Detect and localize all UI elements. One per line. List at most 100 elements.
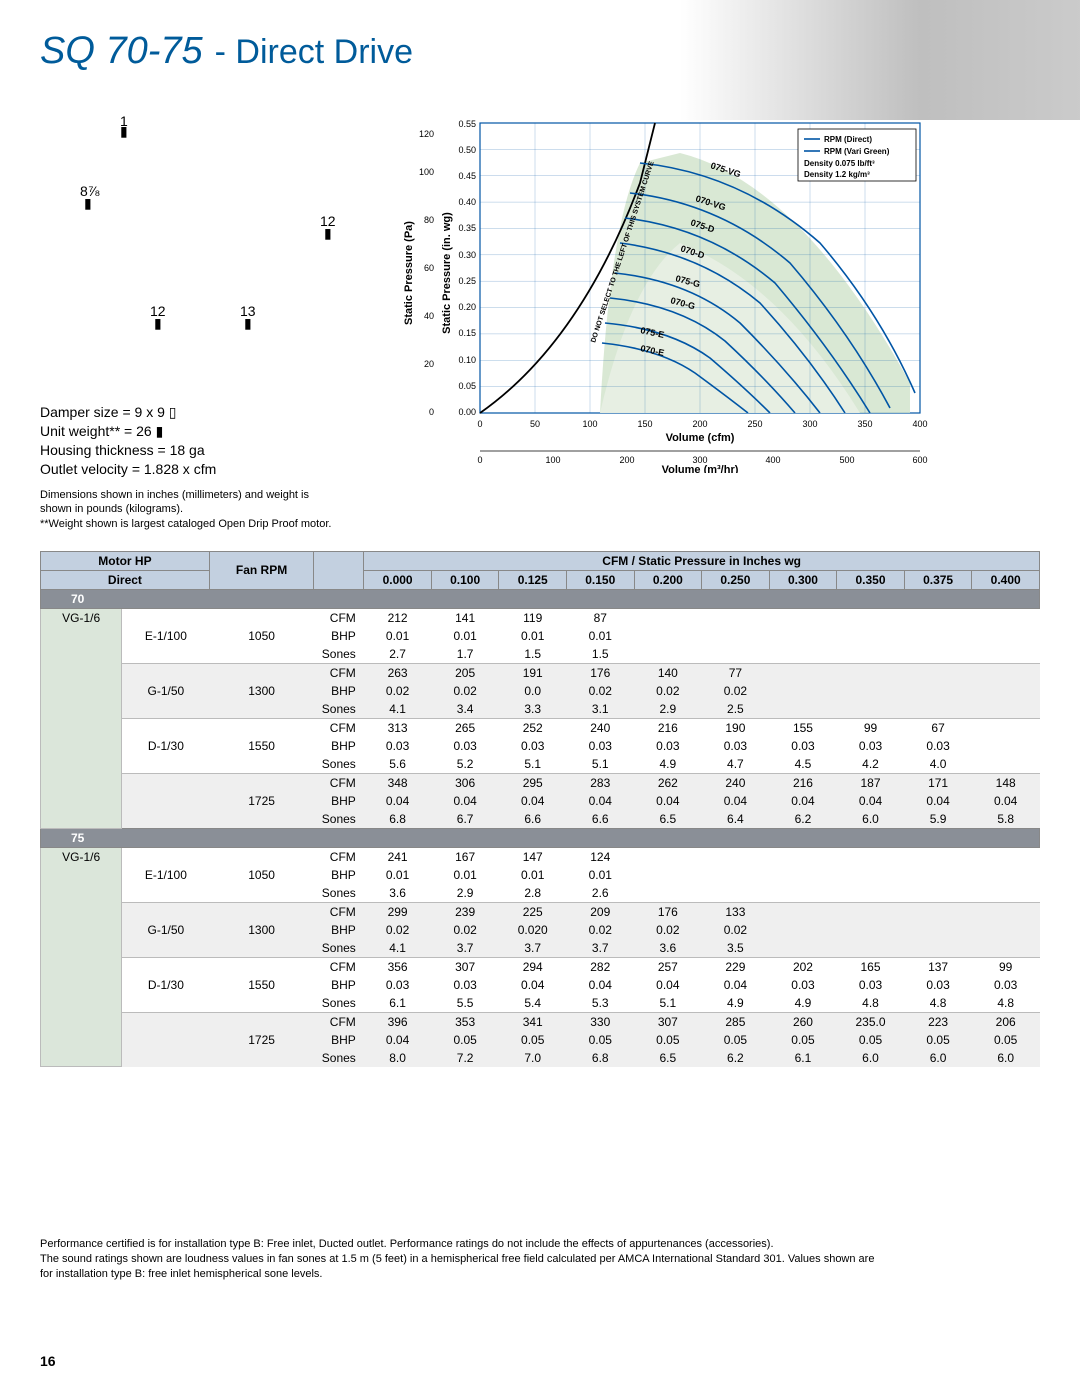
data-cell: [702, 847, 770, 866]
data-cell: [904, 627, 972, 645]
data-cell: 262: [634, 773, 702, 792]
data-cell: [769, 645, 837, 664]
data-cell: 330: [566, 1012, 634, 1031]
data-cell: 6.5: [634, 810, 702, 829]
footnote-2: The sound ratings shown are loudness val…: [40, 1252, 1040, 1267]
data-cell: [634, 645, 702, 664]
data-cell: [837, 608, 905, 627]
footnote-1: Performance certified is for installatio…: [40, 1237, 1040, 1252]
svg-text:0.30: 0.30: [458, 250, 476, 260]
data-cell: 5.2: [431, 755, 499, 774]
svg-text:0.05: 0.05: [458, 381, 476, 391]
data-cell: 282: [566, 957, 634, 976]
data-cell: 119: [499, 608, 567, 627]
rpm-cell: 1550: [209, 718, 313, 773]
motor-cell: E-1/100: [122, 608, 209, 663]
data-cell: [972, 627, 1040, 645]
metric-name: Sones: [314, 994, 364, 1013]
data-cell: 0.05: [566, 1031, 634, 1049]
data-cell: 4.8: [904, 994, 972, 1013]
data-cell: 0.04: [634, 792, 702, 810]
data-cell: 0.01: [431, 627, 499, 645]
data-cell: 4.9: [634, 755, 702, 774]
data-cell: 229: [702, 957, 770, 976]
data-cell: 3.1: [566, 700, 634, 719]
data-cell: [972, 608, 1040, 627]
svg-text:Density 0.075 lb/ft³: Density 0.075 lb/ft³: [804, 159, 875, 168]
data-cell: 0.05: [972, 1031, 1040, 1049]
data-cell: [769, 939, 837, 958]
metric-name: CFM: [314, 902, 364, 921]
data-cell: 0.02: [364, 682, 432, 700]
data-cell: 209: [566, 902, 634, 921]
data-cell: [702, 608, 770, 627]
data-cell: [972, 682, 1040, 700]
data-cell: 0.03: [431, 737, 499, 755]
data-cell: 5.1: [566, 755, 634, 774]
svg-text:0.20: 0.20: [458, 302, 476, 312]
svg-text:80: 80: [424, 215, 434, 225]
motor-cell: G-1/50: [122, 663, 209, 718]
spec-damper: Damper size = 9 x 9 ▯: [40, 403, 216, 422]
data-cell: 6.2: [769, 810, 837, 829]
hdr-motor: Motor HP: [41, 551, 210, 570]
data-cell: [837, 884, 905, 903]
data-cell: 6.4: [702, 810, 770, 829]
metric-name: CFM: [314, 847, 364, 866]
metric-name: Sones: [314, 884, 364, 903]
dim-1b: ▮: [120, 123, 128, 140]
data-cell: 140: [634, 663, 702, 682]
data-cell: 353: [431, 1012, 499, 1031]
metric-name: CFM: [314, 663, 364, 682]
metric-name: Sones: [314, 1049, 364, 1067]
data-cell: 223: [904, 1012, 972, 1031]
svg-text:150: 150: [637, 419, 652, 429]
hdr-pressure-2: 0.125: [499, 570, 567, 589]
data-cell: [904, 847, 972, 866]
svg-text:250: 250: [747, 419, 762, 429]
data-cell: 0.020: [499, 921, 567, 939]
data-cell: 3.6: [634, 939, 702, 958]
motor-cell: G-1/50: [122, 902, 209, 957]
data-cell: 212: [364, 608, 432, 627]
data-cell: [769, 866, 837, 884]
svg-text:Static Pressure (in. wg): Static Pressure (in. wg): [441, 212, 453, 334]
data-cell: 87: [566, 608, 634, 627]
svg-text:RPM (Vari Green): RPM (Vari Green): [824, 147, 890, 156]
data-cell: 6.8: [566, 1049, 634, 1067]
data-cell: 0.03: [904, 737, 972, 755]
data-cell: 6.1: [769, 1049, 837, 1067]
data-cell: [837, 700, 905, 719]
data-cell: 265: [431, 718, 499, 737]
data-cell: 0.04: [566, 792, 634, 810]
hdr-cfm-sp: CFM / Static Pressure in Inches wg: [364, 551, 1040, 570]
data-cell: 6.7: [431, 810, 499, 829]
data-cell: [769, 608, 837, 627]
data-cell: [904, 608, 972, 627]
data-cell: 0.04: [837, 792, 905, 810]
data-cell: 0.02: [702, 921, 770, 939]
data-cell: [769, 884, 837, 903]
data-cell: [837, 627, 905, 645]
data-cell: 4.9: [769, 994, 837, 1013]
data-cell: 5.4: [499, 994, 567, 1013]
data-cell: 2.8: [499, 884, 567, 903]
data-cell: 285: [702, 1012, 770, 1031]
data-cell: 0.02: [634, 921, 702, 939]
data-cell: 0.04: [634, 976, 702, 994]
data-cell: 0.05: [904, 1031, 972, 1049]
data-cell: 202: [769, 957, 837, 976]
header-product-image: [680, 0, 1080, 120]
svg-text:0: 0: [477, 419, 482, 429]
svg-text:200: 200: [619, 455, 634, 465]
data-cell: 1.5: [499, 645, 567, 664]
hdr-pressure-9: 0.400: [972, 570, 1040, 589]
data-cell: 0.04: [972, 792, 1040, 810]
data-cell: 0.02: [364, 921, 432, 939]
data-cell: 1.5: [566, 645, 634, 664]
data-cell: [837, 682, 905, 700]
model-row-70: 70: [41, 589, 1040, 608]
svg-text:0.15: 0.15: [458, 328, 476, 338]
data-cell: 148: [972, 773, 1040, 792]
data-cell: [837, 663, 905, 682]
